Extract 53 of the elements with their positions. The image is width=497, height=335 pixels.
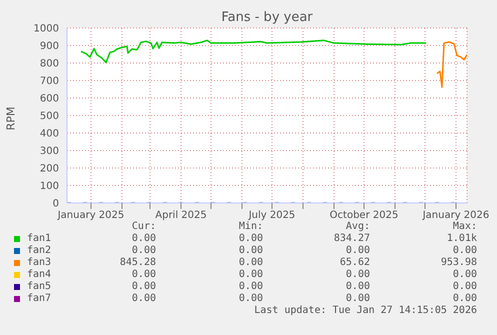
y-tick-label: 700	[40, 76, 59, 88]
y-tick-label: 600	[40, 94, 59, 105]
y-tick-label: 1000	[34, 24, 59, 35]
text: 0.00	[132, 293, 156, 304]
x-tick-label: January 2025	[56, 210, 124, 222]
y-tick-label: 800	[40, 58, 59, 70]
text: Min:	[238, 221, 263, 232]
text: 0.00	[238, 281, 263, 292]
text: 0.00	[238, 293, 263, 304]
text: 834.27	[334, 233, 370, 244]
text: 0.00	[132, 281, 156, 292]
legend-label: fan2	[27, 245, 52, 256]
text: 0.00	[452, 269, 477, 280]
text: 0.00	[238, 257, 263, 268]
text: 953.98	[440, 257, 477, 268]
text: Max:	[452, 221, 477, 232]
text: 0.00	[238, 269, 263, 280]
legend-label: fan7	[27, 293, 52, 304]
x-tick-label: April 2025	[155, 210, 207, 222]
text: 0.00	[132, 233, 156, 244]
legend-label: fan5	[27, 281, 52, 292]
y-tick-label: 0	[52, 198, 59, 210]
text: 845.28	[120, 257, 156, 268]
x-tick-label: July 2025	[248, 210, 296, 222]
text: 0.00	[238, 233, 263, 244]
text: 0.00	[346, 245, 370, 256]
y-tick-label: 200	[40, 164, 59, 175]
legend-label: fan3	[27, 257, 52, 268]
text: 0.00	[346, 269, 370, 280]
legend-label: fan1	[27, 233, 52, 244]
text: Avg:	[346, 221, 370, 232]
text: 0.00	[346, 293, 370, 304]
y-tick-label: 400	[40, 128, 59, 140]
text: 0.00	[346, 281, 370, 292]
text: 1.01k	[446, 233, 477, 244]
y-tick-label: 900	[40, 41, 59, 52]
text: Cur:	[132, 221, 156, 232]
y-tick-label: 300	[40, 146, 59, 158]
chart-title: Fans - by year	[220, 10, 314, 25]
x-tick-label: January 2026	[422, 210, 490, 222]
text: 0.00	[452, 293, 477, 304]
legend-label: fan4	[27, 269, 52, 280]
text: 0.00	[452, 281, 477, 292]
x-tick-label: October 2025	[330, 210, 398, 222]
y-tick-label: 500	[40, 111, 59, 122]
y-tick-label: 100	[40, 181, 59, 192]
text: 0.00	[452, 245, 477, 256]
text: 65.62	[340, 257, 370, 268]
y-axis-title: RPM	[4, 106, 18, 130]
text: 0.00	[132, 245, 156, 256]
text: 0.00	[132, 269, 156, 280]
text: 0.00	[238, 245, 263, 256]
text: Last update: Tue Jan 27 14:15:05 2026	[254, 305, 477, 316]
